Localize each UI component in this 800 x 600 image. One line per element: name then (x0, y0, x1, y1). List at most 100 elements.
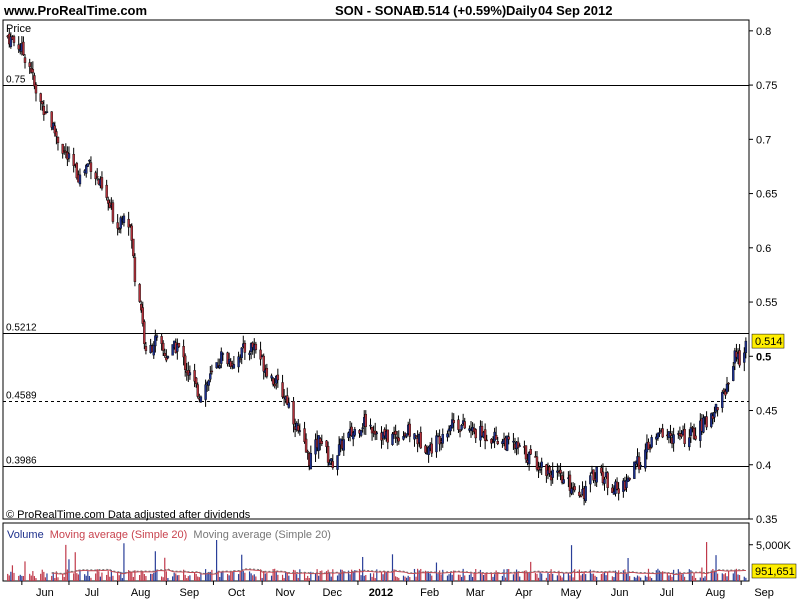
volume-bar (404, 576, 406, 581)
price-panel[interactable] (2, 19, 750, 520)
volume-bar (358, 568, 361, 581)
volume-bar (194, 572, 196, 581)
candle-body (716, 407, 719, 411)
candle-body (292, 401, 295, 425)
volume-bar (263, 570, 265, 581)
candle-body (535, 456, 539, 470)
candle-body (625, 480, 628, 489)
candle-body (449, 425, 452, 432)
level-label: 0.3986 (6, 456, 37, 467)
y-tick-label: 0.4 (756, 460, 771, 472)
candle-body (28, 62, 31, 67)
candle-body (529, 449, 532, 455)
volume-bar (479, 569, 482, 581)
candle-body (188, 372, 192, 376)
candle-body (518, 445, 521, 447)
volume-bar (738, 575, 741, 581)
volume-bar (446, 575, 449, 581)
volume-bar (504, 577, 507, 581)
candle-body (589, 475, 592, 485)
volume-bar (435, 562, 438, 581)
volume-bar (239, 570, 241, 581)
volume-bar (35, 578, 37, 581)
volume-bar (534, 573, 537, 581)
volume-bar (418, 570, 420, 581)
candle-body (12, 36, 16, 43)
candle-body (9, 36, 13, 47)
y-tick-label: 0.55 (756, 297, 777, 309)
candle-body (140, 303, 143, 311)
volume-bar (178, 575, 180, 581)
volume-bar (198, 577, 200, 581)
volume-bar (252, 575, 254, 581)
candle-body (276, 374, 280, 381)
candle-body (122, 215, 126, 223)
x-tick-label: Mar (466, 587, 485, 599)
volume-bar (132, 576, 134, 581)
period-label: Daily (506, 3, 538, 18)
volume-bar (525, 570, 527, 581)
candle-body (193, 370, 196, 382)
candle-body (408, 423, 411, 437)
candle-body (39, 93, 42, 102)
volume-bar (73, 573, 75, 581)
volume-bar (539, 572, 541, 581)
volume-bar (468, 574, 471, 581)
candle-body (254, 343, 258, 350)
volume-ma-gray-line (51, 568, 746, 575)
candle-body (331, 461, 335, 468)
volume-bar (101, 572, 103, 581)
volume-bar (417, 568, 419, 581)
volume-bar (574, 569, 576, 581)
volume-bar (200, 572, 202, 581)
volume-bar (704, 576, 706, 581)
volume-bar (745, 577, 747, 581)
volume-bar (338, 573, 340, 581)
candle-body (105, 184, 108, 198)
x-tick-label: Jul (660, 587, 674, 599)
candle-body (680, 433, 683, 437)
candle-body (647, 441, 650, 450)
y-tick-label: 0.6 (756, 243, 771, 255)
candle-body (352, 432, 355, 440)
volume-bar (567, 573, 569, 581)
candle-body (562, 479, 565, 484)
candle-body (490, 438, 493, 444)
volume-bar (393, 569, 395, 581)
candle-body (129, 224, 132, 226)
candle-body (86, 163, 90, 167)
candle-body (347, 432, 350, 438)
volume-bar (701, 567, 703, 581)
volume-bar (40, 573, 42, 581)
volume-bar (286, 572, 288, 581)
volume-bar (57, 577, 59, 581)
volume-bar (351, 569, 353, 581)
volume-bar (43, 571, 45, 581)
volume-bar (662, 571, 664, 581)
volume-bar (288, 575, 290, 581)
candle-body (353, 429, 356, 436)
candle-body (483, 429, 487, 441)
candle-body (628, 477, 631, 480)
volume-bar (325, 571, 328, 581)
current-price-label: 0.514 (755, 336, 783, 348)
volume-bar (569, 575, 571, 581)
candle-body (271, 378, 275, 385)
volume-bar (679, 571, 681, 581)
candle-body (600, 467, 603, 474)
volume-bar (702, 577, 705, 581)
candle-body (725, 383, 729, 393)
volume-legend-ma-red: Moving average (Simple 20) (50, 529, 188, 541)
candle-body (710, 413, 713, 427)
volume-bar (165, 571, 167, 581)
site-name[interactable]: www.ProRealTime.com (4, 3, 148, 18)
candle-body (44, 112, 47, 115)
volume-bar (536, 573, 538, 581)
candle-body (446, 433, 449, 438)
x-tick-label: Jun (36, 587, 54, 599)
volume-bar (561, 577, 563, 581)
candle-body (204, 384, 207, 400)
candle-body (304, 438, 308, 453)
candle-body (617, 488, 620, 494)
